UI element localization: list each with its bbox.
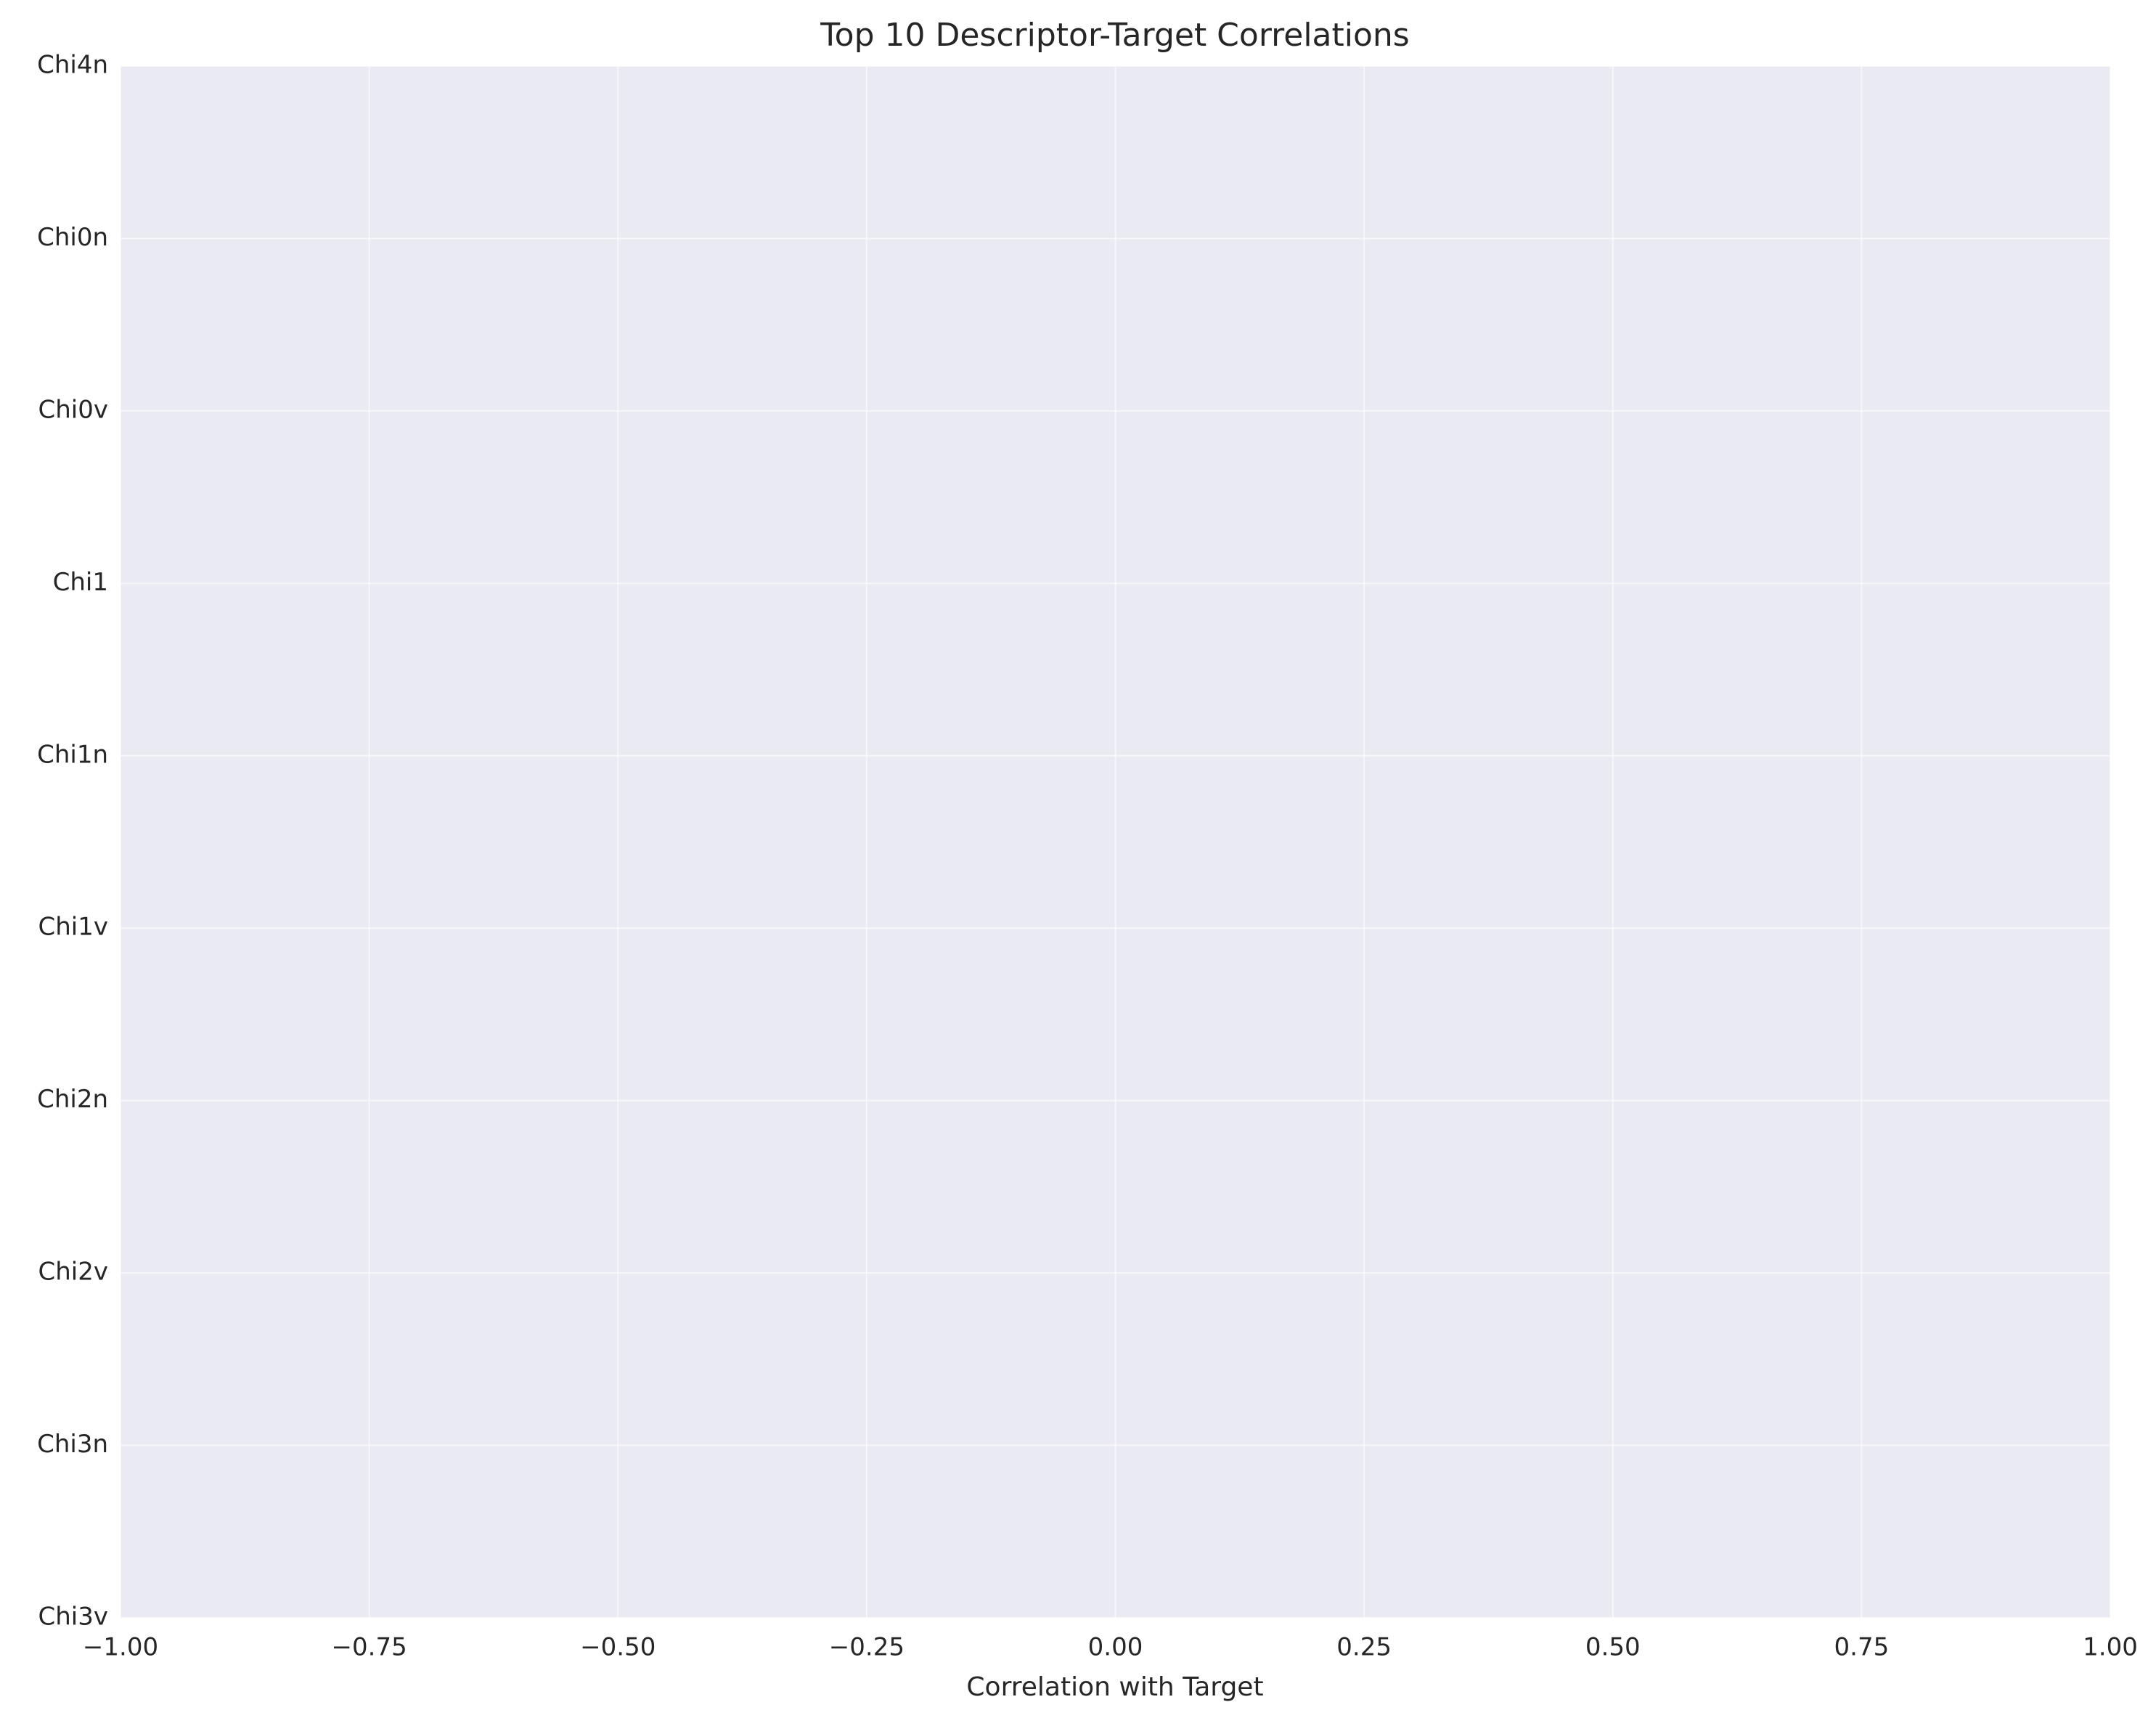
x-tick-label: −0.50 — [580, 1633, 656, 1662]
x-tick-label: 0.75 — [1834, 1633, 1890, 1662]
y-tick-label: Chi3v — [38, 1603, 109, 1632]
x-tick-label: 0.25 — [1336, 1633, 1392, 1662]
chart-title: Top 10 Descriptor-Target Correlations — [820, 17, 1409, 54]
x-tick-label: −1.00 — [83, 1633, 158, 1662]
x-axis-label: Correlation with Target — [966, 1672, 1263, 1702]
y-tick-label: Chi4n — [37, 51, 108, 80]
x-tick-label: 0.00 — [1088, 1633, 1143, 1662]
y-tick-label: Chi0v — [38, 395, 109, 424]
y-tick-label: Chi0n — [37, 223, 108, 252]
y-tick-label: Chi1n — [37, 740, 108, 769]
y-tick-label: Chi2n — [37, 1085, 108, 1114]
x-tick-label: 1.00 — [2083, 1633, 2138, 1662]
y-tick-label: Chi3n — [37, 1430, 108, 1459]
x-tick-label: 0.50 — [1585, 1633, 1641, 1662]
y-tick-label: Chi2v — [38, 1258, 109, 1287]
x-tick-label: −0.25 — [829, 1633, 905, 1662]
y-tick-label: Chi1v — [38, 913, 109, 942]
x-tick-label: −0.75 — [332, 1633, 407, 1662]
y-tick-label: Chi1 — [53, 568, 108, 597]
